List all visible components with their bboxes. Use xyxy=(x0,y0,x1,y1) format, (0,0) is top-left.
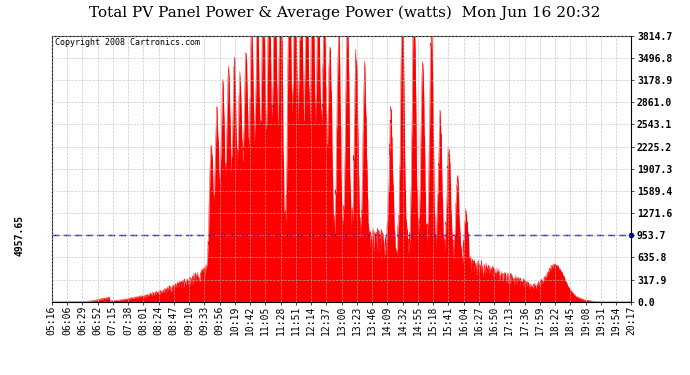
Text: 4957.65: 4957.65 xyxy=(15,214,25,256)
Text: Total PV Panel Power & Average Power (watts)  Mon Jun 16 20:32: Total PV Panel Power & Average Power (wa… xyxy=(89,6,601,20)
Text: Copyright 2008 Cartronics.com: Copyright 2008 Cartronics.com xyxy=(55,38,199,47)
